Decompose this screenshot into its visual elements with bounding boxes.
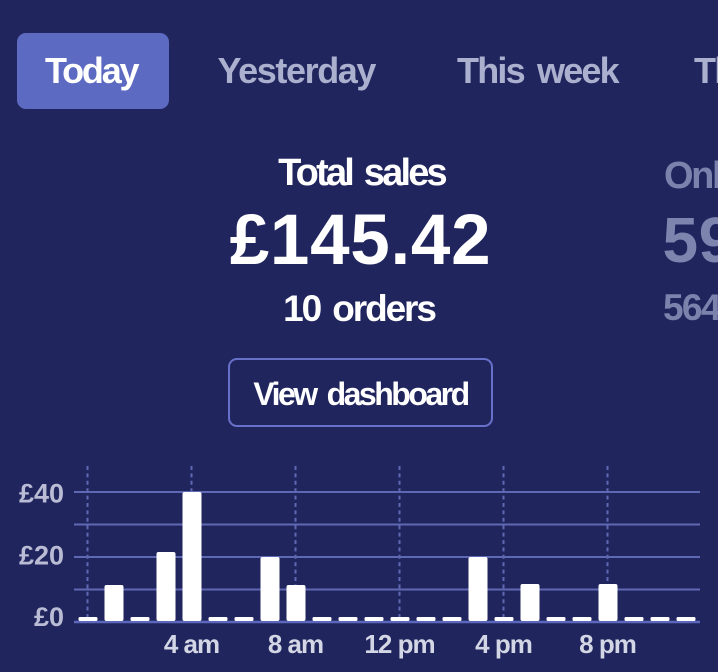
svg-text:£20: £20 [19, 541, 64, 571]
svg-text:4 pm: 4 pm [475, 629, 532, 659]
svg-text:£0: £0 [34, 602, 64, 632]
svg-text:12 pm: 12 pm [364, 629, 434, 659]
svg-text:4 am: 4 am [164, 629, 219, 659]
svg-text:£40: £40 [19, 479, 64, 509]
svg-text:8 pm: 8 pm [579, 629, 636, 659]
svg-text:8 am: 8 am [268, 629, 323, 659]
